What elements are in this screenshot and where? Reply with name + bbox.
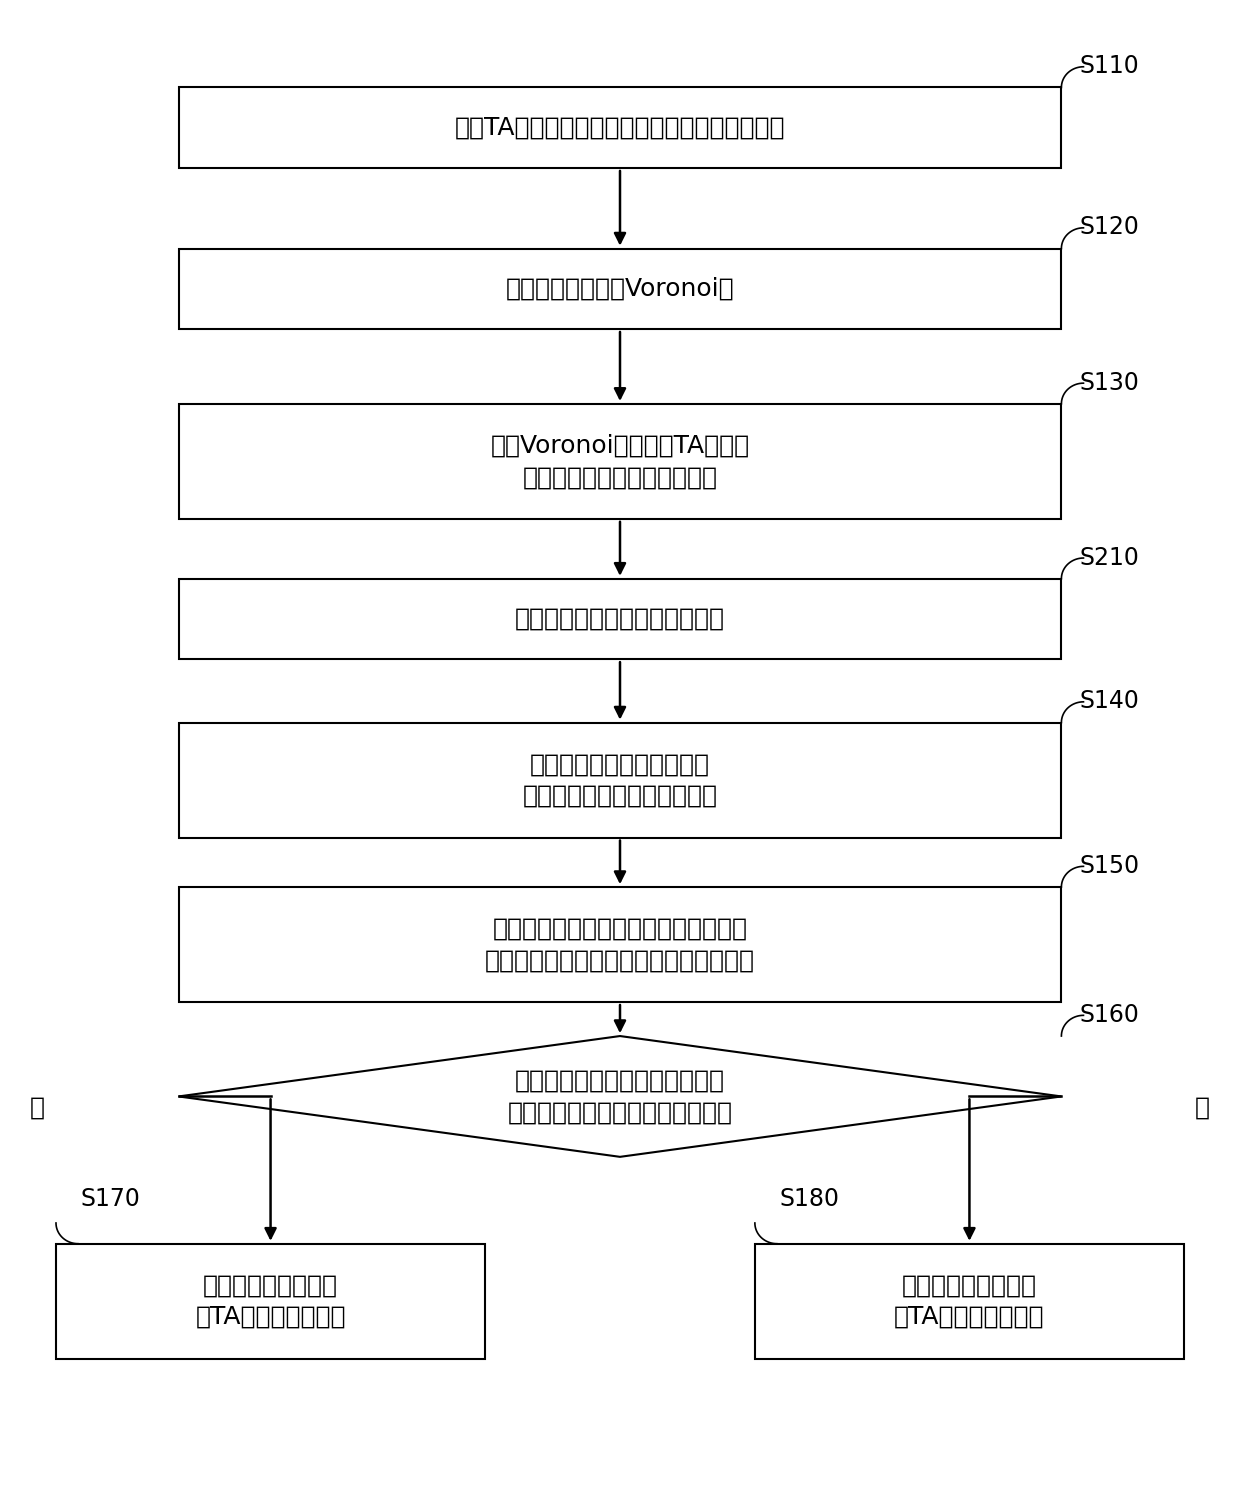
Text: 否: 否 [1195, 1097, 1210, 1121]
Bar [755, 1243, 1184, 1359]
Text: 是: 是 [30, 1097, 45, 1121]
Text: S180: S180 [780, 1188, 839, 1212]
Text: S120: S120 [1080, 216, 1140, 240]
Text: S150: S150 [1080, 854, 1140, 878]
Text: 基于Voronoi图，得到TA区域的
初始边界小区和候选边界小区: 基于Voronoi图，得到TA区域的 初始边界小区和候选边界小区 [491, 433, 749, 490]
Polygon shape [179, 1037, 1061, 1156]
Text: 基于网络数据训练得到评估模型: 基于网络数据训练得到评估模型 [515, 607, 725, 631]
Text: 将候选边界小区确认
为TA区域的边界小区: 将候选边界小区确认 为TA区域的边界小区 [196, 1273, 346, 1329]
Text: 比较第二评估的结果相对第一评
估的结果的优化幅度是否大于阈值: 比较第二评估的结果相对第一评 估的结果的优化幅度是否大于阈值 [507, 1068, 733, 1124]
Bar [179, 887, 1061, 1002]
Text: 当第一评估的结果不满足评估要求时，
对候选边界小区的网络数据进行第二评估: 当第一评估的结果不满足评估要求时， 对候选边界小区的网络数据进行第二评估 [485, 917, 755, 972]
Text: S210: S210 [1080, 545, 1140, 569]
Bar [179, 87, 1061, 168]
Text: 依据评估模型，对初始边界
小区的网络数据进行第一评估: 依据评估模型，对初始边界 小区的网络数据进行第一评估 [522, 752, 718, 807]
Bar [179, 404, 1061, 518]
Text: 采集TA区域的各个小区的基站经纬度和网络数据: 采集TA区域的各个小区的基站经纬度和网络数据 [455, 115, 785, 139]
Text: 将初始边界小区确认
为TA区域的边界小区: 将初始边界小区确认 为TA区域的边界小区 [894, 1273, 1044, 1329]
Text: S130: S130 [1080, 370, 1140, 394]
Text: S170: S170 [81, 1188, 140, 1212]
Text: S110: S110 [1080, 54, 1140, 78]
Bar [56, 1243, 485, 1359]
Text: S160: S160 [1080, 1002, 1140, 1026]
Bar [179, 722, 1061, 837]
Bar [179, 249, 1061, 330]
Bar [179, 578, 1061, 659]
Text: S140: S140 [1080, 689, 1140, 713]
Text: 根据经纬度，生成Voronoi图: 根据经纬度，生成Voronoi图 [506, 277, 734, 301]
